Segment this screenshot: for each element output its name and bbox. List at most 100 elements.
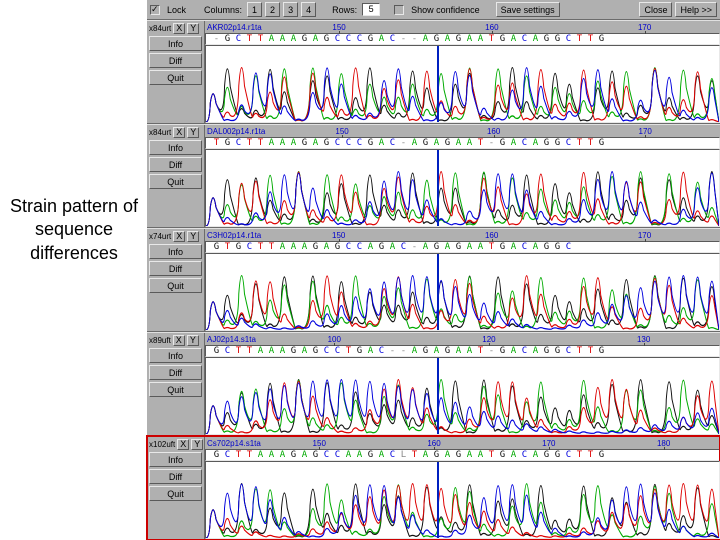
sequence-row: GCTTAAAGAGCCTGAC--AGAGAAT-GACAGGCTTG bbox=[205, 345, 720, 357]
ruler-tick: 160 bbox=[416, 231, 567, 240]
ruler-tick: 150 bbox=[263, 439, 376, 448]
chromatogram[interactable] bbox=[205, 253, 720, 331]
y-button[interactable]: Y bbox=[187, 23, 199, 34]
diff-button[interactable]: Diff bbox=[149, 261, 202, 276]
ruler-tick: 170 bbox=[492, 439, 605, 448]
chromatogram[interactable] bbox=[205, 461, 720, 539]
track-4: x102uft X Y Info Diff Quit Cs702p14.s1ta15… bbox=[147, 436, 720, 540]
x-button[interactable]: X bbox=[173, 231, 185, 242]
ruler-tick: 170 bbox=[569, 23, 720, 32]
lock-label: Lock bbox=[165, 5, 188, 15]
track-3: x89uft X Y InfoDiffQuit AJ02p14.s1ta1001… bbox=[147, 332, 720, 436]
ruler-tick: 100 bbox=[258, 335, 411, 344]
show-confidence-checkbox[interactable] bbox=[394, 5, 404, 15]
track-header: Cs702p14.s1ta150160170180 bbox=[205, 437, 720, 449]
tracks-container: x84urt X Y InfoDiffQuit AKR02p14.r1ta150… bbox=[147, 20, 720, 540]
track-main: AKR02p14.r1ta150160170-GCTTAAAGAGCCCGAC-… bbox=[205, 21, 720, 123]
x-button[interactable]: X bbox=[173, 335, 185, 346]
lock-checkbox[interactable] bbox=[150, 5, 160, 15]
show-confidence-label: Show confidence bbox=[409, 5, 482, 15]
y-button[interactable]: Y bbox=[187, 231, 199, 242]
sequence-row: GTGCTTAAAGAGCCAGAC-AGAGAATGACAGGC bbox=[205, 241, 720, 253]
ruler-tick: 160 bbox=[419, 127, 569, 136]
track-id: x74urt bbox=[149, 232, 171, 241]
track-header: C3H02p14.r1ta150160170 bbox=[205, 229, 720, 241]
track-header: DAL002p14.r1ta150160170 bbox=[205, 125, 720, 137]
trace-viewer-window: Lock Columns: 1 2 3 4 Rows: 5 Show confi… bbox=[147, 0, 720, 540]
filename: AJ02p14.s1ta bbox=[207, 335, 256, 344]
info-button[interactable]: Info bbox=[149, 244, 202, 259]
track-main: C3H02p14.r1ta150160170GTGCTTAAAGAGCCAGAC… bbox=[205, 229, 720, 331]
cursor-line bbox=[437, 254, 439, 330]
info-button[interactable]: Info bbox=[149, 348, 202, 363]
track-side-panel: x84urt X Y Info Diff Quit bbox=[147, 125, 205, 227]
track-1: x84urt X Y Info Diff Quit DAL002p14.r1ta15… bbox=[147, 124, 720, 228]
track-id: x84urt bbox=[149, 128, 171, 137]
filename: AKR02p14.r1ta bbox=[207, 23, 262, 32]
chromatogram[interactable] bbox=[205, 45, 720, 123]
ruler-tick: 150 bbox=[267, 127, 417, 136]
cursor-line bbox=[437, 150, 439, 226]
diff-button[interactable]: Diff bbox=[149, 53, 202, 68]
cursor-line bbox=[437, 462, 439, 538]
sequence-row: TGCTTAAAGAGCCCGAC-AGAGAAT-GACAGGCTTG bbox=[205, 137, 720, 149]
y-button[interactable]: Y bbox=[187, 335, 199, 346]
track-main: DAL002p14.r1ta150160170TGCTTAAAGAGCCCGAC… bbox=[205, 125, 720, 227]
info-button[interactable]: Info bbox=[149, 452, 202, 467]
ruler-tick: 160 bbox=[416, 23, 567, 32]
quit-button[interactable]: Quit bbox=[149, 486, 202, 501]
track-header: AJ02p14.s1ta100120130 bbox=[205, 333, 720, 345]
save-settings-button[interactable]: Save settings bbox=[496, 2, 560, 17]
x-button[interactable]: X bbox=[177, 439, 189, 450]
columns-3-button[interactable]: 3 bbox=[283, 2, 298, 17]
chromatogram[interactable] bbox=[205, 357, 720, 435]
ruler-tick: 130 bbox=[567, 335, 720, 344]
caption-text: Strain pattern of sequence differences bbox=[4, 195, 144, 265]
track-header: AKR02p14.r1ta150160170 bbox=[205, 21, 720, 33]
ruler-tick: 150 bbox=[264, 23, 415, 32]
ruler-tick: 180 bbox=[607, 439, 720, 448]
columns-4-button[interactable]: 4 bbox=[301, 2, 316, 17]
diff-button[interactable]: Diff bbox=[149, 365, 202, 380]
cursor-line bbox=[437, 358, 439, 434]
columns-label: Columns: bbox=[202, 5, 244, 15]
filename: Cs702p14.s1ta bbox=[207, 439, 261, 448]
ruler-tick: 170 bbox=[569, 231, 720, 240]
diff-button[interactable]: Diff bbox=[149, 157, 202, 172]
quit-button[interactable]: Quit bbox=[149, 174, 202, 189]
chromatogram[interactable] bbox=[205, 149, 720, 227]
rows-input[interactable]: 5 bbox=[362, 3, 380, 16]
y-button[interactable]: Y bbox=[191, 439, 203, 450]
y-button[interactable]: Y bbox=[187, 127, 199, 138]
x-button[interactable]: X bbox=[173, 23, 185, 34]
track-id: x84urt bbox=[149, 24, 171, 33]
filename: DAL002p14.r1ta bbox=[207, 127, 265, 136]
quit-button[interactable]: Quit bbox=[149, 278, 202, 293]
info-button[interactable]: Info bbox=[149, 36, 202, 51]
track-0: x84urt X Y Info Diff Quit AKR02p14.r1ta150… bbox=[147, 20, 720, 124]
columns-2-button[interactable]: 2 bbox=[265, 2, 280, 17]
filename: C3H02p14.r1ta bbox=[207, 231, 261, 240]
sequence-row: -GCTTAAAGAGCCCGAC--AGAGAATGACAGGCTTG bbox=[205, 33, 720, 45]
toolbar: Lock Columns: 1 2 3 4 Rows: 5 Show confi… bbox=[147, 0, 720, 20]
track-id: x89uft bbox=[149, 336, 171, 345]
ruler-tick: 160 bbox=[378, 439, 491, 448]
sequence-row: GCTTAAAGAGCCAAGACLTAGAGAATGACAGGCTTG bbox=[205, 449, 720, 461]
quit-button[interactable]: Quit bbox=[149, 70, 202, 85]
close-button[interactable]: Close bbox=[639, 2, 672, 17]
info-button[interactable]: Info bbox=[149, 140, 202, 155]
quit-button[interactable]: Quit bbox=[149, 382, 202, 397]
rows-label: Rows: bbox=[330, 5, 359, 15]
columns-1-button[interactable]: 1 bbox=[247, 2, 262, 17]
track-main: AJ02p14.s1ta100120130GCTTAAAGAGCCTGAC--A… bbox=[205, 333, 720, 435]
track-side-panel: x84urt X Y Info Diff Quit bbox=[147, 21, 205, 123]
track-id: x102uft bbox=[149, 440, 175, 449]
diff-button[interactable]: Diff bbox=[149, 469, 202, 484]
x-button[interactable]: X bbox=[173, 127, 185, 138]
ruler-tick: 120 bbox=[413, 335, 566, 344]
help-button[interactable]: Help >> bbox=[675, 2, 717, 17]
track-side-panel: x102uft X Y Info Diff Quit bbox=[147, 437, 205, 539]
ruler-tick: 170 bbox=[570, 127, 720, 136]
cursor-line bbox=[437, 46, 439, 122]
track-side-panel: x74urt X Y Info Diff Quit bbox=[147, 229, 205, 331]
